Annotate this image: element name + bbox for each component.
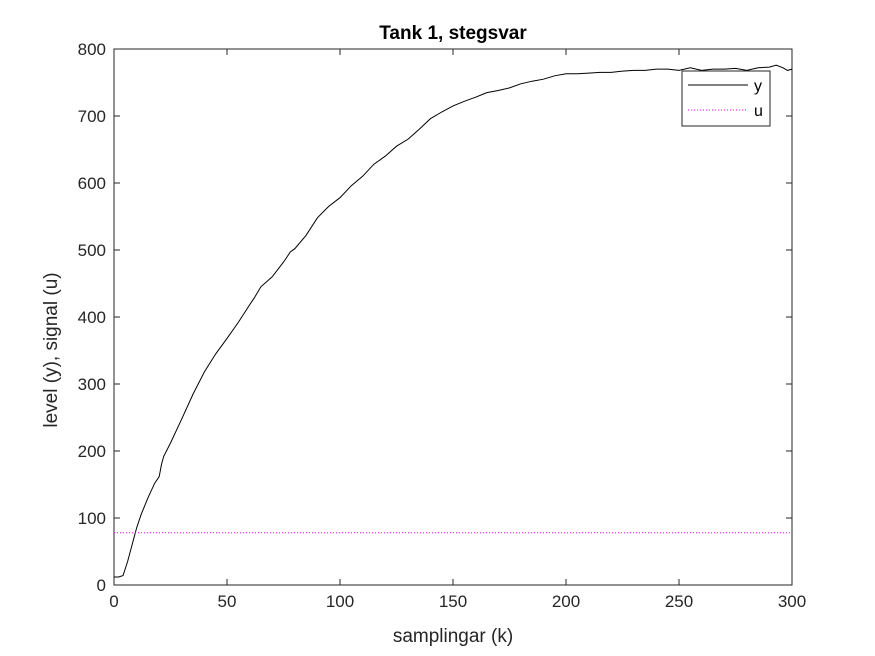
- x-tick-label: 100: [326, 592, 354, 611]
- x-tick-label: 0: [109, 592, 118, 611]
- axes-box: [113, 48, 793, 586]
- y-tick-label: 700: [78, 107, 106, 126]
- x-tick-label: 300: [778, 592, 806, 611]
- y-tick-label: 800: [78, 40, 106, 59]
- plot-area: 0 50 100 150 200 250 300 0 100 200 300 400 500 600 700…: [78, 40, 807, 611]
- y-axis-label: level (y), signal (u): [41, 272, 62, 427]
- x-axis-label: samplingar (k): [393, 626, 513, 647]
- legend[interactable]: yu: [681, 70, 771, 127]
- y-tick-label: 600: [78, 174, 106, 193]
- x-tick-label: 250: [665, 592, 693, 611]
- y-tick-label: 200: [78, 442, 106, 461]
- chart-title: Tank 1, stegsvar: [379, 23, 527, 44]
- y-tick-label: 100: [78, 509, 106, 528]
- series-line-y: [114, 64, 793, 578]
- x-tick-label: 200: [552, 592, 580, 611]
- y-tick-label: 400: [78, 308, 106, 327]
- y-tick-label: 300: [78, 375, 106, 394]
- y-tick-label: 500: [78, 241, 106, 260]
- legend-label-y: y: [754, 78, 762, 95]
- y-tick-label: 0: [97, 576, 106, 595]
- x-tick-label: 50: [218, 592, 237, 611]
- x-tick-label: 150: [439, 592, 467, 611]
- legend-box: [681, 70, 771, 127]
- legend-label-u: u: [754, 103, 763, 120]
